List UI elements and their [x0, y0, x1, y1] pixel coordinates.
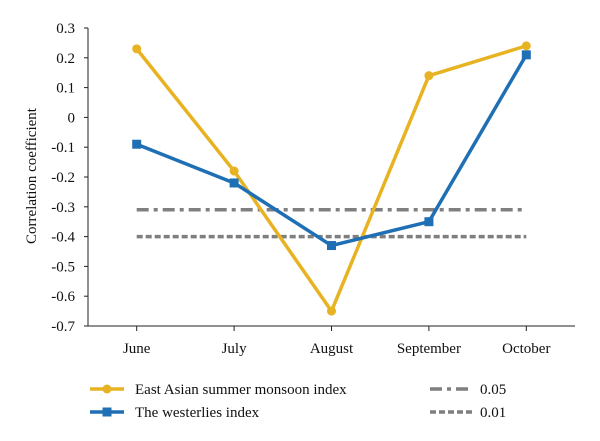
y-tick-label: -0.5	[51, 259, 75, 275]
data-point	[327, 306, 336, 316]
legend: East Asian summer monsoon index The weste…	[90, 382, 506, 421]
data-point	[229, 178, 239, 188]
y-tick-label: 0.1	[56, 81, 75, 97]
axes	[87, 28, 575, 327]
legend-marker	[102, 407, 112, 417]
y-tick-label: -0.4	[51, 230, 75, 246]
y-axis-title-group: Correlation coefficient	[24, 107, 40, 244]
x-tick-label: July	[222, 341, 248, 357]
tick-labels: 0.3 0.2 0.1 0 -0.1 -0.2 -0.3 -0.4 -0.5 -0.6 -0.7 Ju…	[51, 21, 550, 357]
y-tick-label: -0.1	[51, 140, 75, 156]
data-point	[521, 50, 531, 60]
series-1	[132, 50, 531, 251]
series-0	[132, 41, 531, 316]
y-tick-label: -0.3	[51, 200, 75, 216]
y-axis-title: Correlation coefficient	[24, 107, 40, 244]
x-tick-label: September	[397, 341, 461, 357]
data-point	[229, 166, 239, 176]
y-tick-label: 0.2	[56, 51, 75, 67]
legend-marker	[102, 384, 112, 394]
series-line	[136, 53, 528, 248]
data-point	[521, 41, 531, 51]
y-tick-label: -0.6	[51, 289, 75, 305]
data-point	[132, 139, 142, 149]
y-tick-label: 0.3	[56, 21, 75, 37]
legend-label: East Asian summer monsoon index	[135, 382, 347, 398]
legend-label: 0.05	[480, 382, 506, 398]
data-point	[132, 44, 142, 54]
data-point	[327, 241, 336, 251]
series-line	[135, 44, 527, 313]
legend-label: 0.01	[480, 405, 506, 421]
y-tick-label: -0.7	[51, 319, 75, 335]
reference-lines	[136, 208, 527, 239]
data-point	[424, 71, 434, 81]
y-tick-label: -0.2	[51, 170, 75, 186]
legend-label: The westerlies index	[135, 405, 260, 421]
x-tick-label: August	[310, 341, 354, 357]
x-tick-label: October	[502, 341, 550, 357]
x-tick-label: June	[123, 341, 151, 357]
data-point	[424, 217, 434, 227]
series-group	[132, 41, 531, 316]
y-tick-label: 0	[68, 110, 76, 126]
